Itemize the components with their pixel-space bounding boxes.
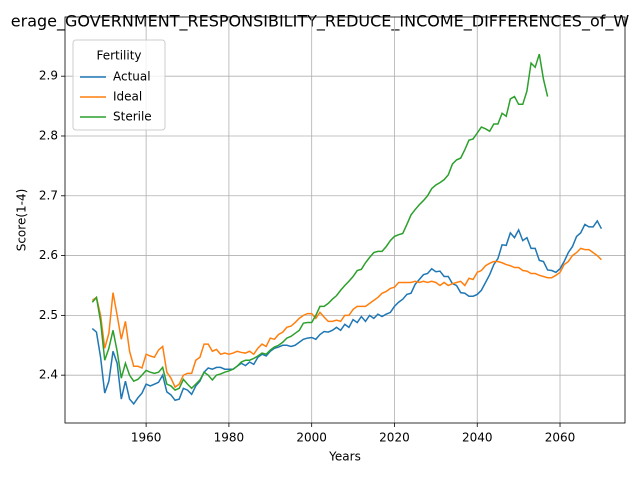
chart-title: erage_GOVERNMENT_RESPONSIBILITY_REDUCE_I… — [11, 12, 630, 32]
x-axis-label: Years — [328, 450, 361, 464]
legend-label: Ideal — [113, 90, 142, 104]
x-tick-label: 2060 — [545, 431, 576, 445]
legend: Fertility Actual Ideal Sterile — [72, 39, 166, 131]
legend-label: Sterile — [113, 110, 152, 124]
series-line — [91, 247, 602, 389]
y-tick-label: 2.4 — [39, 368, 58, 382]
x-tick-label: 1960 — [131, 431, 162, 445]
y-tick-label: 2.6 — [39, 248, 58, 262]
y-tick-label: 2.5 — [39, 308, 58, 322]
y-tick-label: 2.8 — [39, 128, 58, 142]
plot-frame — [64, 16, 626, 424]
legend-box — [72, 39, 166, 131]
x-tick-label: 2040 — [462, 431, 493, 445]
y-tick-label: 2.9 — [39, 69, 58, 83]
x-tick-label: 2000 — [296, 431, 327, 445]
legend-title: Fertility — [96, 49, 141, 63]
y-tick-label: 2.7 — [39, 188, 58, 202]
x-tick-label: 2020 — [379, 431, 410, 445]
series-line — [91, 53, 549, 392]
legend-label: Actual — [113, 70, 151, 84]
y-axis-label: Score(1-4) — [15, 189, 29, 252]
x-tick-label: 1980 — [214, 431, 245, 445]
series-line — [91, 219, 603, 406]
